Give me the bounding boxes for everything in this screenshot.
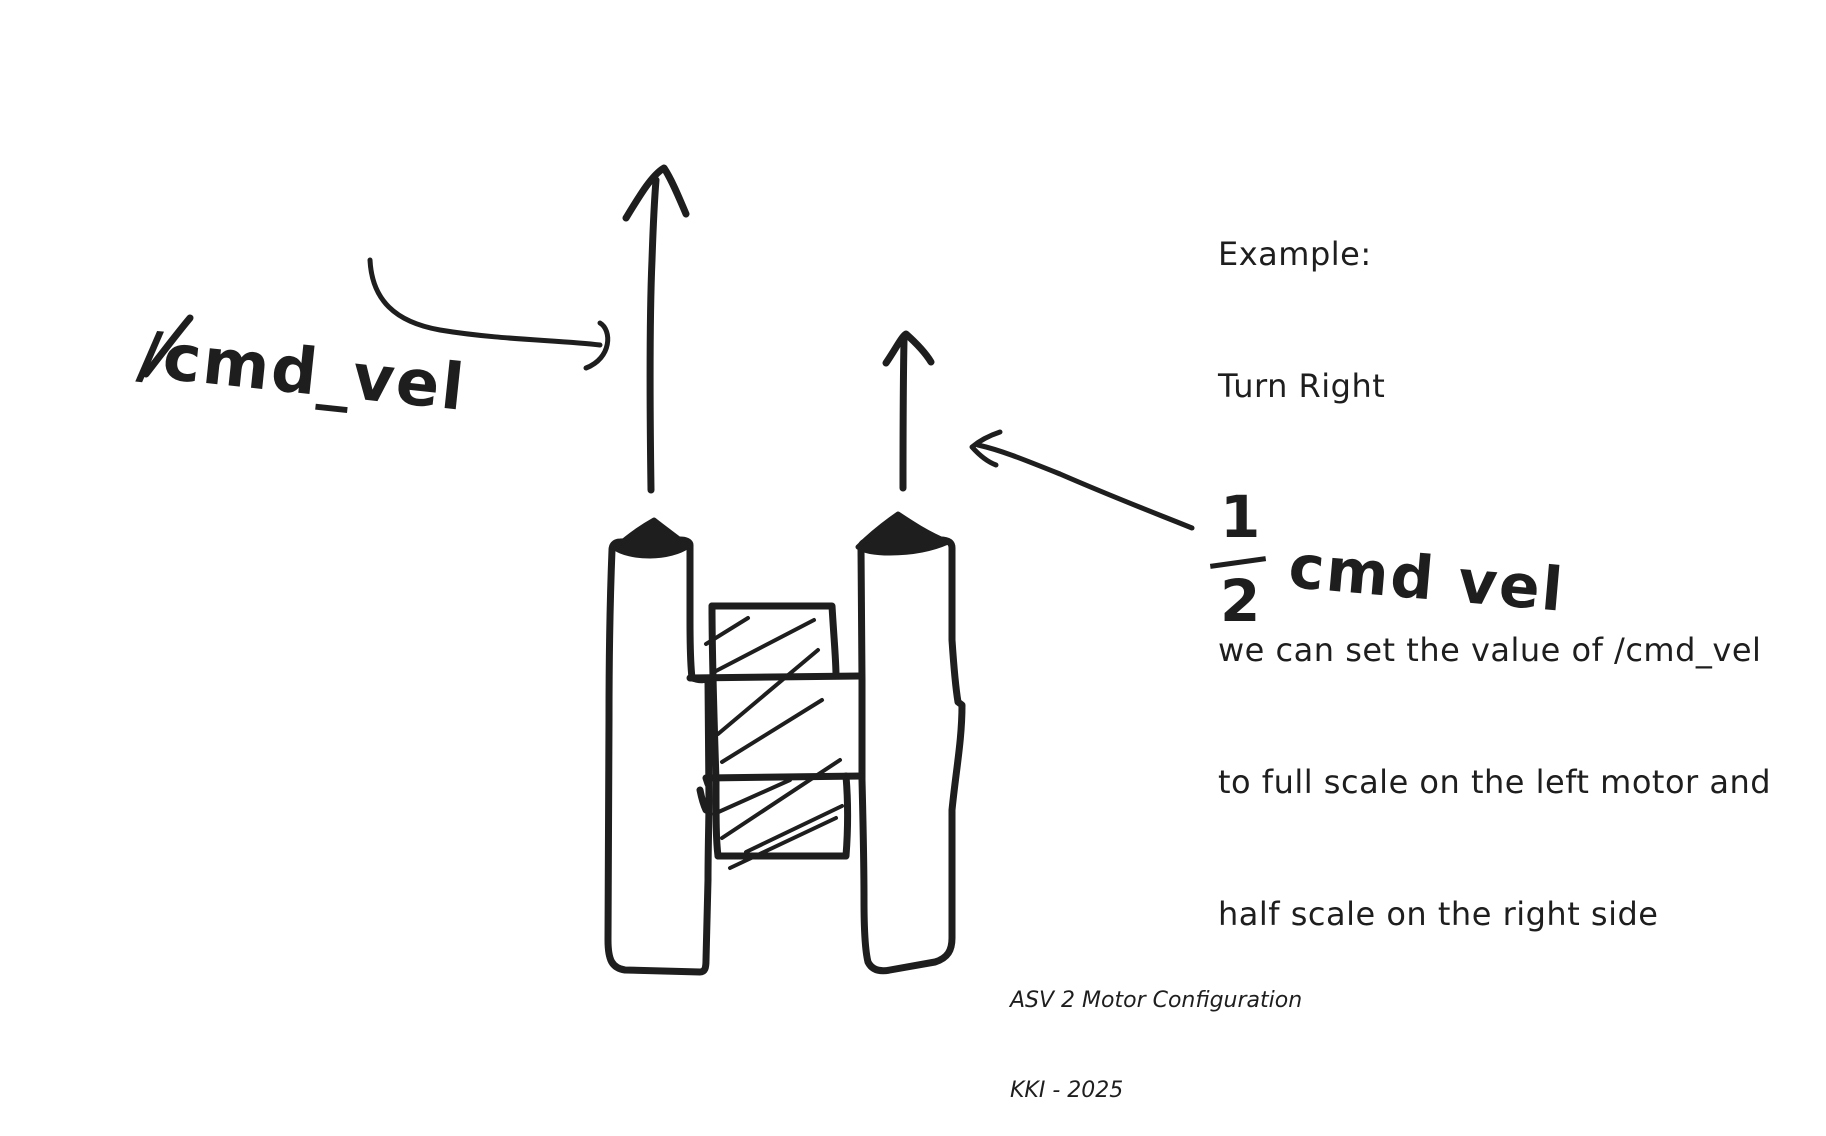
note-line: Turn Right [1218, 367, 1386, 405]
hatch-line [720, 698, 824, 764]
left-thrust-arrow-head [622, 164, 690, 222]
hatch-line [712, 778, 792, 816]
left-thrust-arrow-shaft [646, 176, 660, 494]
caption-title: ASV 2 Motor Configuration [1010, 988, 1303, 1013]
caption-credit: KKI - 2025 [1010, 1078, 1124, 1103]
hatch-line [720, 758, 842, 840]
asv-motor-diagram [142, 164, 1195, 976]
note-line: to full scale on the left motor and [1218, 763, 1772, 801]
lower-crossbar-left-tick [696, 786, 710, 814]
left-pontoon [604, 517, 713, 976]
right-label-pointer-line [975, 442, 1195, 531]
lower-crossbar [702, 772, 866, 788]
diagram-caption: ASV 2 Motor Configuration KKI - 2025 [1010, 926, 1302, 1136]
right-pontoon [855, 511, 966, 975]
left-label-pointer-hook [583, 320, 611, 371]
right-thrust-arrow-head [882, 330, 935, 367]
left-label-slash [142, 314, 194, 378]
right-thrust-arrow [882, 330, 935, 492]
hatch-line [744, 804, 844, 854]
upper-crossbar [686, 672, 864, 682]
left-thrust-arrow [622, 164, 690, 494]
deck-hatching [704, 616, 844, 870]
hatch-line [712, 618, 816, 674]
right-thrust-arrow-shaft [899, 336, 908, 492]
hatch-line [728, 816, 838, 870]
note-line: Example: [1218, 235, 1372, 273]
deck-bottom-edge [714, 772, 851, 860]
half-fraction: 1 2 [1209, 483, 1270, 648]
left-pontoon-cap [612, 517, 691, 559]
note-line: half scale on the right side [1218, 895, 1659, 933]
deck-left-edge [708, 602, 722, 860]
note-line [1218, 496, 1771, 540]
upper-crossbar-left-tick [687, 673, 715, 684]
fraction-denominator: 2 [1220, 567, 1261, 635]
hatch-line [704, 616, 750, 646]
left-label-pointer [367, 257, 611, 371]
example-note: Example: Turn Right we can set the value… [1218, 144, 1771, 980]
note-line: we can set the value of /cmd_vel [1218, 631, 1762, 669]
left-pontoon-outline [604, 536, 713, 976]
deck-top-edge [708, 602, 840, 680]
hatch-line [716, 648, 820, 736]
right-pontoon-outline [857, 536, 966, 975]
center-deck [686, 602, 866, 860]
left-label-pointer-line [367, 257, 603, 348]
right-label-pointer-head [969, 429, 1003, 468]
right-pontoon-cap [855, 511, 951, 556]
fraction-numerator: 1 [1220, 483, 1261, 551]
right-label-pointer [969, 429, 1195, 531]
